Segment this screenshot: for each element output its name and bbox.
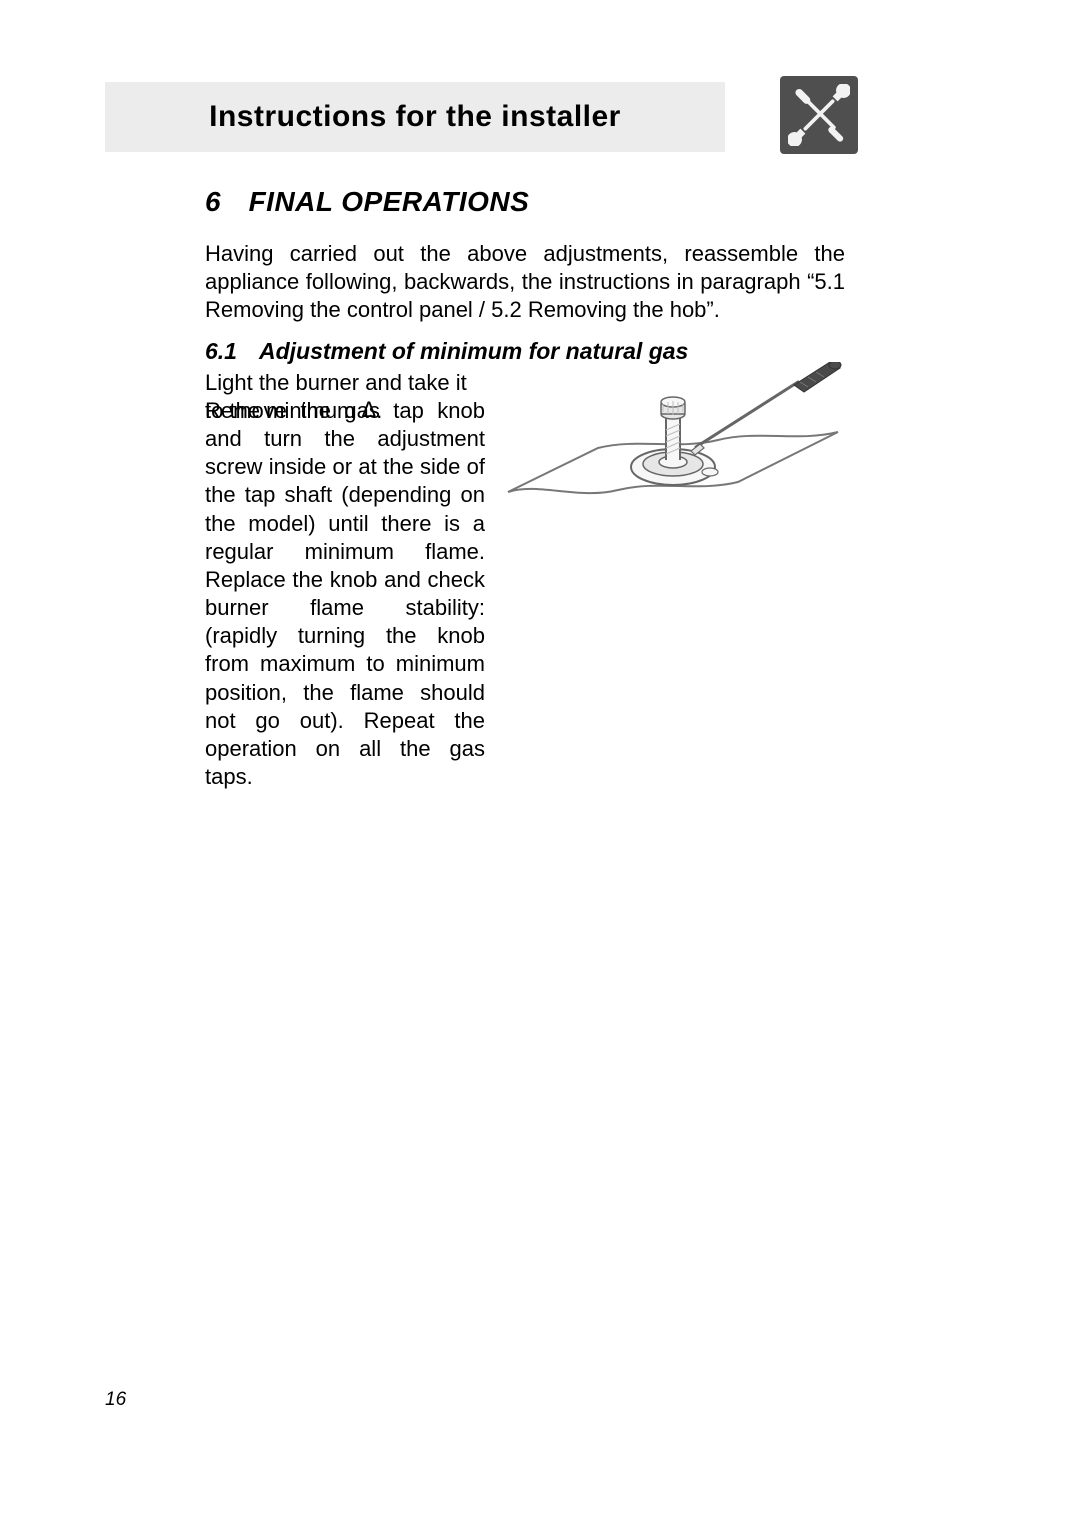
section-heading: 6 FINAL OPERATIONS — [205, 186, 529, 218]
gas-tap-figure — [498, 362, 848, 552]
header-title: Instructions for the installer — [209, 100, 621, 134]
page: Instructions for the installer 6 FINAL O… — [0, 0, 1080, 1533]
tools-icon — [788, 84, 850, 146]
intro-paragraph: Having carried out the above adjustments… — [205, 240, 845, 324]
subsection-heading: 6.1 Adjustment of minimum for natural ga… — [205, 338, 688, 365]
header-band: Instructions for the installer — [105, 82, 725, 152]
subsection-title: Adjustment of minimum for natural gas — [259, 338, 688, 365]
subsection-number: 6.1 — [205, 338, 237, 365]
tools-icon-box — [780, 76, 858, 154]
gas-tap-illustration-icon — [498, 362, 848, 552]
section-title: FINAL OPERATIONS — [249, 186, 530, 218]
body-paragraph: Remove the gas tap knob and turn the adj… — [205, 397, 485, 791]
section-number: 6 — [205, 186, 221, 218]
page-number: 16 — [105, 1389, 126, 1411]
